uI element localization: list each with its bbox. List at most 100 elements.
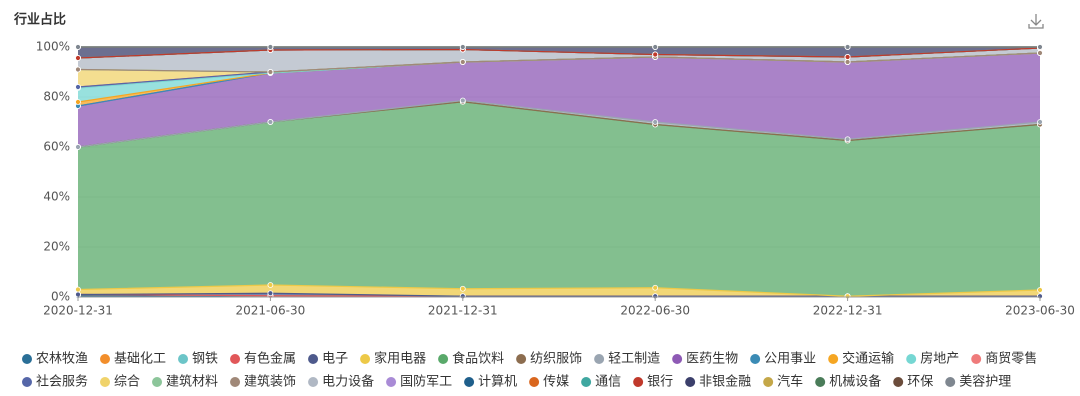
- legend-item[interactable]: 计算机: [464, 375, 517, 390]
- legend-item[interactable]: 环保: [893, 375, 933, 390]
- legend-label: 电子: [322, 352, 348, 367]
- series-line: [77, 99, 1041, 148]
- point: [844, 54, 851, 60]
- point: [75, 44, 81, 50]
- point: [459, 285, 466, 292]
- legend-marker: [230, 377, 241, 387]
- legend-label: 通信: [595, 375, 621, 390]
- legend-label: 纺织服饰: [530, 352, 582, 367]
- legend-item[interactable]: 通信: [581, 375, 621, 390]
- legend-item[interactable]: 电力设备: [308, 374, 374, 390]
- point: [844, 136, 851, 143]
- legend-item[interactable]: 商贸零售: [971, 351, 1037, 367]
- legend-label: 建筑材料: [166, 374, 218, 390]
- legend-label: 轻工制造: [608, 352, 660, 367]
- point: [75, 84, 81, 90]
- legend-item[interactable]: 有色金属: [230, 351, 296, 367]
- point: [459, 44, 466, 50]
- series-line: [77, 284, 1041, 297]
- legend-item[interactable]: 食品饮料: [438, 351, 504, 367]
- legend-label: 环保: [907, 375, 933, 390]
- legend-label: 美容护理: [959, 374, 1011, 390]
- legend-label: 国防军工: [400, 374, 452, 390]
- legend-marker: [633, 377, 644, 387]
- legend-label: 公用事业: [764, 352, 816, 367]
- download-glyph[interactable]: [1028, 14, 1044, 29]
- legend-item[interactable]: 国防军工: [386, 374, 452, 390]
- legend-item[interactable]: 传媒: [529, 375, 569, 390]
- legend-item[interactable]: 机械设备: [815, 374, 881, 390]
- legend-label: 电力设备: [322, 374, 374, 390]
- y-tick-label: 100%: [36, 40, 70, 54]
- legend-item[interactable]: 汽车: [763, 374, 803, 390]
- legend-item[interactable]: 医药生物: [672, 352, 738, 367]
- legend-label: 社会服务: [36, 374, 88, 390]
- legend-marker: [178, 354, 189, 364]
- point: [652, 284, 659, 291]
- point: [1037, 50, 1043, 56]
- x-tick-label: 2021-12-31: [428, 304, 498, 318]
- legend-marker: [438, 354, 449, 364]
- point: [267, 69, 274, 75]
- y-tick-label: 80%: [43, 90, 70, 104]
- legend-marker: [906, 354, 917, 364]
- point: [75, 291, 81, 298]
- legend-item[interactable]: 社会服务: [22, 374, 88, 390]
- point: [844, 59, 851, 65]
- legend-item[interactable]: 轻工制造: [594, 352, 660, 367]
- y-tick-label: 20%: [43, 240, 70, 254]
- point: [75, 66, 81, 73]
- legend-item[interactable]: 综合: [100, 375, 140, 390]
- legend-marker: [152, 377, 163, 387]
- legend-marker: [100, 354, 111, 364]
- y-tick-label: 60%: [43, 140, 70, 154]
- legend-label: 医药生物: [686, 352, 738, 367]
- legend-item[interactable]: 钢铁: [178, 352, 218, 367]
- legend-marker: [750, 354, 761, 364]
- legend-label: 机械设备: [829, 374, 881, 390]
- legend-label: 房地产: [920, 351, 959, 367]
- legend-marker: [763, 377, 774, 387]
- x-tick-label: 2023-06-30: [1005, 304, 1075, 318]
- legend-item[interactable]: 农林牧渔: [22, 352, 88, 367]
- point: [652, 51, 659, 58]
- legend-marker: [386, 377, 397, 387]
- legend-item[interactable]: 基础化工: [100, 352, 166, 367]
- legend-item[interactable]: 美容护理: [945, 374, 1011, 390]
- y-tick-label: 0%: [51, 290, 70, 304]
- legend-item[interactable]: 公用事业: [750, 352, 816, 367]
- legend-marker: [815, 377, 826, 387]
- point: [459, 59, 466, 65]
- area: [78, 101, 1040, 297]
- point: [75, 286, 81, 293]
- point: [75, 99, 81, 105]
- x-tick-label: 2021-06-30: [236, 304, 306, 318]
- legend-marker: [516, 354, 527, 364]
- legend-label: 农林牧渔: [36, 352, 88, 367]
- legend-label: 综合: [114, 375, 140, 390]
- legend-item[interactable]: 建筑装饰: [230, 374, 296, 390]
- legend-label: 家用电器: [374, 351, 426, 367]
- point: [1037, 119, 1043, 125]
- point: [652, 44, 659, 50]
- legend-item[interactable]: 非银金融: [685, 374, 751, 390]
- legend-label: 建筑装饰: [244, 374, 296, 390]
- point: [75, 55, 81, 61]
- legend-label: 银行: [647, 375, 673, 390]
- series-line: [77, 47, 1041, 59]
- legend-item[interactable]: 交通运输: [828, 351, 894, 367]
- x-tick-label: 2020-12-31: [43, 304, 113, 318]
- legend-item[interactable]: 建筑材料: [152, 374, 218, 390]
- legend-marker: [308, 377, 319, 387]
- point: [1037, 287, 1043, 293]
- legend-item[interactable]: 房地产: [906, 351, 959, 367]
- legend-item[interactable]: 纺织服饰: [516, 352, 582, 367]
- legend-label: 汽车: [777, 374, 803, 390]
- download-icon[interactable]: [1028, 14, 1044, 29]
- legend-item[interactable]: 家用电器: [360, 351, 426, 367]
- legend-item[interactable]: 电子: [308, 352, 348, 367]
- legend-marker: [685, 377, 696, 387]
- area: [78, 53, 1040, 147]
- legend-item[interactable]: 银行: [633, 375, 673, 390]
